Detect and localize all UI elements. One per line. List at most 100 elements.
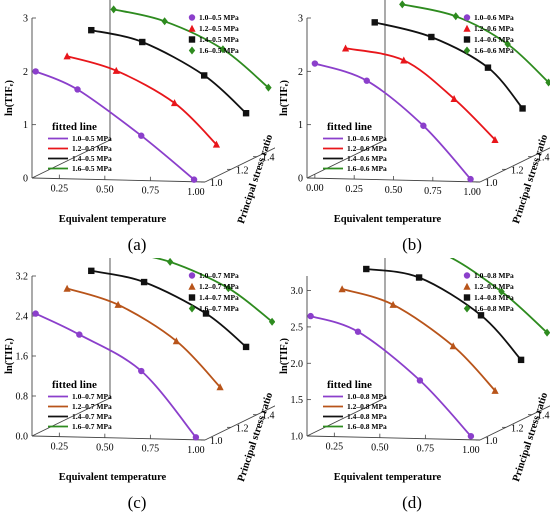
fitted-line <box>366 268 522 361</box>
z-axis-title: Principal stress ratio <box>236 391 275 483</box>
legend-label: 1.6–0.8 MPa <box>474 304 514 313</box>
y-tick-label: 2 <box>23 67 28 78</box>
fitted-line <box>35 70 195 181</box>
legend-marker <box>463 36 471 43</box>
data-point <box>452 12 459 21</box>
data-point <box>74 86 81 93</box>
legend-fitted-title: fitted line <box>327 121 372 133</box>
legend-marker <box>463 294 471 301</box>
data-point <box>202 310 210 317</box>
data-point <box>192 434 200 441</box>
legend-label: 1.4–0.6 MPa <box>347 154 387 163</box>
data-point <box>172 337 180 345</box>
legend-label: 1.2–0.8 MPa <box>474 282 514 291</box>
data-point <box>415 274 423 281</box>
legend-label: 1.0–0.7 MPa <box>72 392 112 401</box>
x-tick-label: 0.25 <box>345 184 363 195</box>
chart-b: 01230.000.250.500.751.001.01.21.41.6ln(T… <box>279 0 550 254</box>
floor-left-edge <box>31 397 111 437</box>
panel-c: 0.0 0.8 1.6 2.4 3.2 0.25 0.50 0.75 1.00 1.0 1.2 1.4… <box>0 258 275 516</box>
data-point <box>416 377 424 384</box>
series-3 <box>110 5 272 92</box>
x-tick-label: 0.50 <box>371 443 389 454</box>
data-point <box>498 287 505 296</box>
z-tick-label: 1.2 <box>236 165 249 176</box>
legend-label: 1.6–0.8 MPa <box>347 422 387 431</box>
data-point <box>110 5 117 14</box>
data-point <box>491 386 499 394</box>
data-point <box>504 40 511 49</box>
y-tick-label: 2.0 <box>291 359 304 370</box>
series-0 <box>311 60 474 183</box>
fitted-line <box>66 287 221 388</box>
data-point <box>354 328 362 335</box>
series-0 <box>32 68 198 183</box>
data-point <box>139 38 146 46</box>
data-point <box>399 0 406 9</box>
data-point <box>484 64 492 71</box>
series-1 <box>338 285 499 394</box>
series-1 <box>341 44 499 143</box>
y-tick-label: 3 <box>23 14 28 25</box>
series-1 <box>63 52 221 148</box>
y-axis-title: ln(TIFₑ) <box>4 338 15 374</box>
axis-frame <box>31 0 275 183</box>
legend-measured: 1.0–0.6 MPa 1.2–0.6 MPa 1.4–0.6 MPa 1.6–0.6… <box>463 13 514 55</box>
legend-label: 1.6–0.7 MPa <box>199 304 239 313</box>
x-axis-title: Equivalent temperature <box>59 472 167 483</box>
data-point <box>338 285 346 293</box>
fitted-line <box>402 3 550 84</box>
legend-fitted-title: fitted line <box>52 379 97 391</box>
x-tick-label: 1.00 <box>462 445 480 456</box>
legend-label: 1.0–0.8 MPa <box>474 271 514 280</box>
legend-marker <box>463 282 471 290</box>
legend-label: 1.0–0.5 MPa <box>199 13 239 22</box>
legend-label: 1.0–0.6 MPa <box>347 134 387 143</box>
legend-marker <box>463 304 471 313</box>
panel-d: 1.0 1.5 2.0 2.5 3.0 0.25 0.50 0.75 1.00 1.0 1.2 1.4… <box>275 258 550 516</box>
data-point <box>242 110 250 117</box>
z-tick-label: 1.2 <box>511 423 524 434</box>
chart-d: 1.0 1.5 2.0 2.5 3.0 0.25 0.50 0.75 1.00 1.0 1.2 1.4… <box>279 258 550 512</box>
z-tick-label: 1.0 <box>485 178 498 189</box>
y-tick-label: 3.0 <box>291 286 304 297</box>
data-point <box>543 328 550 337</box>
legend-label: 1.0–0.8 MPa <box>347 392 387 401</box>
y-tick-label: 0 <box>23 174 28 185</box>
y-axis-title: ln(TIFₑ) <box>279 338 290 374</box>
data-point <box>371 19 378 26</box>
z-tick-label: 1.0 <box>485 436 498 447</box>
data-point <box>88 267 95 275</box>
x-tick-label: 0.50 <box>96 443 114 454</box>
fitted-line <box>374 21 524 109</box>
series-2 <box>88 267 250 351</box>
x-axis-title: Equivalent temperature <box>334 214 442 225</box>
data-point <box>519 105 526 112</box>
y-axis-title: ln(TIFₑ) <box>279 80 290 116</box>
y-tick-label: 2.4 <box>16 312 29 323</box>
legend-measured: 1.0–0.5 MPa 1.2–0.5 MPa 1.4–0.5 MPa 1.6–0.5… <box>188 13 239 55</box>
legend-label: 1.0–0.6 MPa <box>474 13 514 22</box>
data-point <box>545 78 550 87</box>
fitted-line <box>35 312 197 438</box>
y-tick-label: 1 <box>23 120 28 131</box>
legend-label: 1.0–0.5 MPa <box>72 134 112 143</box>
subfigure-label: (b) <box>402 235 422 254</box>
legend-label: 1.4–0.7 MPa <box>199 293 239 302</box>
data-point <box>76 331 83 338</box>
series-1 <box>63 284 224 391</box>
floor-left-edge <box>306 139 386 179</box>
series-3 <box>152 258 275 326</box>
z-axis-line <box>204 405 275 441</box>
data-point <box>32 310 39 317</box>
series-3 <box>449 258 550 337</box>
z-axis-title: Principal stress ratio <box>511 133 550 225</box>
data-point <box>400 56 408 64</box>
legend-label: 1.4–0.6 MPa <box>474 35 514 44</box>
data-point <box>311 60 319 67</box>
data-point <box>477 312 485 319</box>
y-tick-label: 1 <box>298 120 303 131</box>
data-point <box>112 66 120 74</box>
